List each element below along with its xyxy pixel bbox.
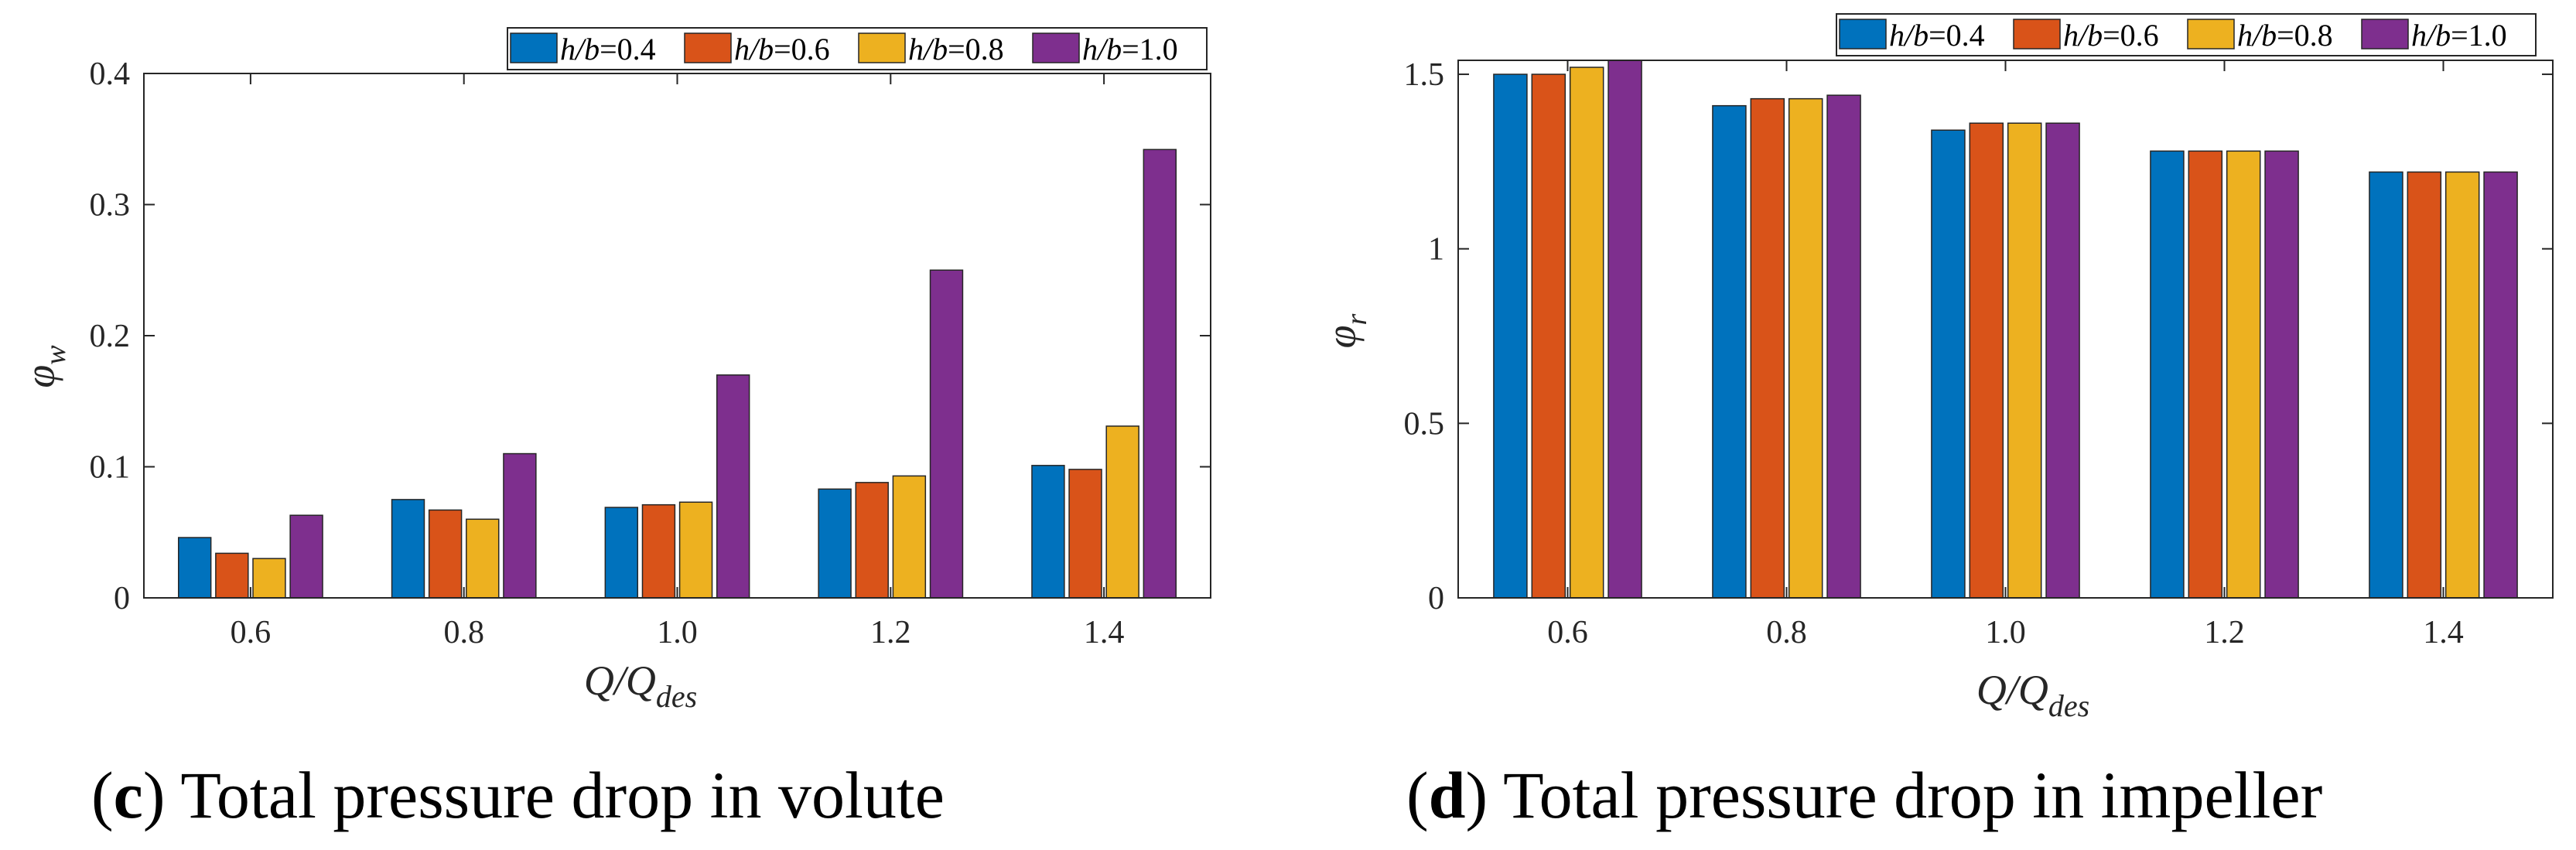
x-tick-label: 1.4	[2423, 615, 2464, 650]
legend-label-h-b-1-0: h/b=1.0	[2411, 18, 2507, 53]
chart-panel-c: 0 0.1 0.2 0.3 0.4 0.6 0.8 1.0 1.2 1.4 φw Q/Qdes h…	[17, 27, 1211, 832]
bar-h-b-0-8-q-1-4	[1105, 425, 1139, 599]
bar-h-b-0-6-q-1-0	[1969, 122, 2004, 599]
y-tick-label: 0.5	[1404, 406, 1445, 442]
bar-h-b-1-0-q-1-0	[716, 374, 750, 599]
x-tick-label: 1.2	[870, 615, 911, 650]
bar-h-b-0-4-q-0-6	[177, 537, 212, 599]
x-tick-label: 0.6	[1547, 615, 1588, 650]
bar-h-b-0-8-q-0-6	[1569, 67, 1604, 599]
axes-box	[1457, 60, 2554, 599]
y-axis-label: φw	[17, 345, 72, 388]
legend-swatch-h-b-0-8	[2187, 19, 2235, 49]
y-tick-label: 0	[114, 581, 130, 616]
x-tick-label: 0.6	[231, 615, 272, 650]
bar-h-b-0-6-q-0-6	[1531, 73, 1566, 599]
bars	[177, 148, 1177, 599]
legend-label-h-b-0-8: h/b=0.8	[2237, 18, 2333, 53]
x-axis-label: Q/Qdes	[584, 657, 697, 714]
caption-d: (d) Total pressure drop in impeller	[1406, 758, 2322, 832]
bar-h-b-0-8-q-1-2	[892, 475, 927, 599]
legend: h/b=0.4 h/b=0.6 h/b=0.8 h/b=1.0	[507, 27, 1208, 70]
y-tick-label: 0.1	[90, 450, 131, 486]
bar-h-b-0-4-q-0-8	[1712, 104, 1747, 599]
bar-h-b-1-0-q-0-6	[1607, 60, 1642, 599]
bar-h-b-0-8-q-0-6	[252, 558, 286, 599]
x-tick-label: 1.4	[1084, 615, 1125, 650]
legend-swatch-h-b-0-6	[684, 32, 732, 63]
y-tick-label: 0.3	[90, 188, 131, 224]
legend-swatch-h-b-0-8	[858, 32, 906, 63]
bar-h-b-0-8-q-0-8	[1788, 97, 1823, 599]
bar-h-b-0-4-q-1-4	[1031, 465, 1065, 599]
legend-box	[1836, 13, 2537, 56]
x-tick-label: 1.2	[2204, 615, 2245, 650]
legend-label-h-b-1-0: h/b=1.0	[1082, 32, 1178, 67]
tick-labels: 0 0.5 1 1.5 0.6 0.8 1.0 1.2 1.4	[1404, 57, 2464, 650]
bar-h-b-0-4-q-1-4	[2369, 171, 2403, 599]
legend-swatch-h-b-0-6	[2013, 19, 2061, 49]
legend-swatch-h-b-1-0	[2361, 19, 2409, 49]
bar-h-b-0-4-q-1-0	[1931, 129, 1966, 599]
bar-h-b-0-4-q-1-0	[604, 507, 639, 599]
y-tick-label: 0	[1428, 581, 1444, 616]
bar-h-b-0-8-q-0-8	[466, 518, 500, 599]
legend-label-h-b-0-6: h/b=0.6	[734, 32, 830, 67]
y-axis-label: φr	[1318, 313, 1373, 348]
chart-panel-d: 0 0.5 1 1.5 0.6 0.8 1.0 1.2 1.4 φr Q/Qdes h/b=0.…	[1318, 13, 2554, 832]
x-tick-label: 0.8	[1766, 615, 1807, 650]
legend-label-h-b-0-4: h/b=0.4	[560, 32, 656, 67]
bar-h-b-0-8-q-1-2	[2226, 150, 2261, 599]
bar-h-b-1-0-q-1-2	[929, 269, 964, 599]
tick-labels: 0 0.1 0.2 0.3 0.4 0.6 0.8 1.0 1.2 1.4	[90, 56, 1125, 650]
bar-h-b-1-0-q-1-4	[1143, 148, 1177, 599]
axes-box	[143, 73, 1211, 599]
y-tick-label: 0.2	[90, 319, 131, 354]
legend-box	[507, 27, 1208, 70]
bar-h-b-1-0-q-1-4	[2483, 171, 2518, 599]
bar-h-b-1-0-q-0-8	[1826, 94, 1861, 599]
bar-h-b-1-0-q-0-8	[503, 452, 537, 599]
bar-h-b-0-8-q-1-0	[2007, 122, 2042, 599]
bar-h-b-1-0-q-1-2	[2264, 150, 2299, 599]
x-tick-label: 1.0	[657, 615, 698, 650]
bar-h-b-0-6-q-1-2	[2188, 150, 2223, 599]
legend-swatch-h-b-1-0	[1032, 32, 1080, 63]
x-tick-label: 1.0	[1985, 615, 2026, 650]
legend: h/b=0.4 h/b=0.6 h/b=0.8 h/b=1.0	[1836, 13, 2537, 56]
bar-h-b-0-8-q-1-0	[678, 501, 713, 599]
caption-c: (c) Total pressure drop in volute	[91, 758, 945, 832]
y-tick-label: 1	[1428, 232, 1444, 268]
y-tick-label: 1.5	[1404, 57, 1445, 93]
bar-h-b-0-6-q-1-4	[2407, 171, 2442, 599]
bar-h-b-0-6-q-1-2	[855, 482, 889, 599]
legend-swatch-h-b-0-4	[1839, 19, 1887, 49]
legend-label-h-b-0-4: h/b=0.4	[1889, 18, 1985, 53]
bar-h-b-0-4-q-0-8	[391, 499, 425, 599]
bar-h-b-0-6-q-0-8	[428, 509, 463, 599]
x-tick-label: 0.8	[443, 615, 484, 650]
bar-h-b-0-6-q-0-8	[1750, 97, 1785, 599]
bar-h-b-0-6-q-0-6	[215, 552, 249, 599]
legend-label-h-b-0-8: h/b=0.8	[908, 32, 1004, 67]
bar-h-b-0-6-q-1-4	[1068, 469, 1102, 599]
bar-h-b-1-0-q-1-0	[2045, 122, 2080, 599]
bar-h-b-0-4-q-1-2	[818, 488, 852, 599]
y-axis-ticks	[144, 73, 1211, 599]
bar-h-b-0-6-q-1-0	[641, 504, 676, 599]
bar-h-b-0-4-q-1-2	[2150, 150, 2185, 599]
x-axis-label: Q/Qdes	[1976, 667, 2089, 723]
bars	[1493, 60, 2518, 599]
bar-h-b-0-8-q-1-4	[2444, 171, 2480, 599]
legend-label-h-b-0-6: h/b=0.6	[2063, 18, 2159, 53]
legend-swatch-h-b-0-4	[510, 32, 558, 63]
bar-h-b-0-4-q-0-6	[1493, 73, 1528, 599]
bar-h-b-1-0-q-0-6	[289, 514, 323, 599]
y-tick-label: 0.4	[90, 56, 131, 92]
